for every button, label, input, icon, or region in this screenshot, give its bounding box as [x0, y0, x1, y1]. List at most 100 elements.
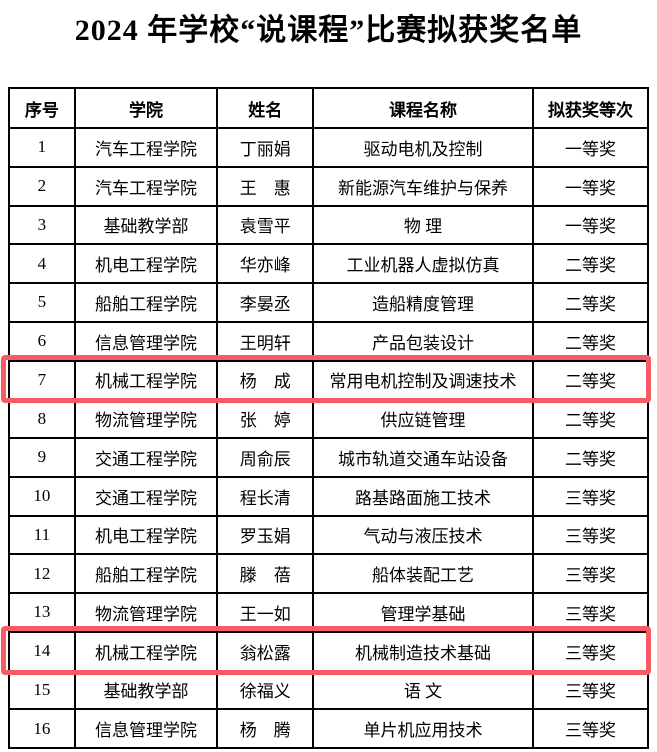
cell-index: 16 [8, 708, 76, 749]
cell-course: 产品包装设计 [312, 320, 534, 362]
cell-course: 工业机器人虚拟仿真 [312, 243, 534, 284]
cell-college: 基础教学部 [73, 669, 219, 711]
cell-name: 翁松露 [216, 630, 315, 672]
table-row: 2 汽车工程学院王 惠新能源汽车维护与保养 一等奖 [8, 165, 650, 207]
table-row: 14 机械工程学院 翁松露 机械制造技术基础 三等奖 [8, 630, 650, 672]
cell-index: 8 [8, 398, 76, 439]
cell-course: 气动与液压技术 [312, 514, 534, 556]
cell-index: 11 [8, 514, 76, 556]
cell-name: 袁雪平 [216, 204, 315, 246]
page-title: 2024 年学校“说课程”比赛拟获奖名单 [74, 14, 583, 47]
cell-name: 华亦峰 [216, 243, 315, 284]
cell-course: 新能源汽车维护与保养 [312, 165, 534, 207]
cell-award: 三等奖 [531, 630, 650, 672]
cell-college: 船舶工程学院 [73, 553, 219, 594]
cell-index: 3 [8, 204, 76, 246]
cell-index: 13 [8, 592, 76, 633]
cell-award: 三等奖 [531, 708, 650, 749]
column-header-award: 拟获奖等次 [531, 87, 650, 129]
cell-name: 罗玉娟 [216, 514, 315, 556]
cell-course: 船体装配工艺 [312, 553, 534, 594]
cell-course: 城市轨道交通车站设备 [312, 437, 534, 478]
table-row: 7 机械工程学院杨 成常用电机控制及调速技术 二等奖 [8, 359, 650, 401]
table-row: 4 机电工程学院 华亦峰 工业机器人虚拟仿真 二等奖 [8, 243, 650, 284]
cell-index: 4 [8, 243, 76, 284]
cell-college: 汽车工程学院 [73, 127, 219, 168]
cell-name: 周俞辰 [216, 437, 315, 478]
cell-index: 6 [8, 320, 76, 362]
cell-course: 造船精度管理 [312, 282, 534, 323]
cell-index: 1 [8, 127, 76, 168]
column-header-college: 学院 [73, 87, 219, 129]
table-row: 5 船舶工程学院 李晏丞 造船精度管理 二等奖 [8, 282, 650, 323]
cell-college: 信息管理学院 [73, 320, 219, 362]
table-row: 1 汽车工程学院 丁丽娟 驱动电机及控制 一等奖 [8, 127, 650, 168]
cell-index: 9 [8, 437, 76, 478]
cell-name: 李晏丞 [216, 282, 315, 323]
cell-name: 杨 成 [216, 359, 315, 401]
table-row: 11 机电工程学院 罗玉娟 气动与液压技术 三等奖 [8, 514, 650, 556]
cell-college: 基础教学部 [73, 204, 219, 246]
table-row: 3 基础教学部 袁雪平物 理一等奖 [8, 204, 650, 246]
table-row: 8 物流管理学院张 婷供应链管理 二等奖 [8, 398, 650, 439]
cell-award: 一等奖 [531, 127, 650, 168]
cell-college: 信息管理学院 [73, 708, 219, 749]
cell-award: 三等奖 [531, 514, 650, 556]
cell-award: 二等奖 [531, 282, 650, 323]
table-row: 6 信息管理学院 王明轩 产品包装设计 二等奖 [8, 320, 650, 362]
cell-college: 机械工程学院 [73, 359, 219, 401]
table-header-row: 序号 学院 姓名 课程名称 拟获奖等次 [8, 87, 650, 129]
cell-college: 机械工程学院 [73, 630, 219, 672]
cell-course: 语 文 [312, 669, 534, 711]
cell-award: 一等奖 [531, 204, 650, 246]
column-header-index: 序号 [8, 87, 76, 129]
cell-name: 王一如 [216, 592, 315, 633]
cell-index: 12 [8, 553, 76, 594]
cell-course: 单片机应用技术 [312, 708, 534, 749]
cell-college: 船舶工程学院 [73, 282, 219, 323]
cell-course: 管理学基础 [312, 592, 534, 633]
cell-name: 杨 腾 [216, 708, 315, 749]
cell-index: 14 [8, 630, 76, 672]
table-row: 16 信息管理学院杨 腾单片机应用技术 三等奖 [8, 708, 650, 749]
cell-award: 二等奖 [531, 398, 650, 439]
cell-name: 张 婷 [216, 398, 315, 439]
cell-name: 程长清 [216, 475, 315, 517]
cell-name: 王明轩 [216, 320, 315, 362]
column-header-name: 姓名 [216, 87, 315, 129]
cell-course: 路基路面施工技术 [312, 475, 534, 517]
table-row: 15 基础教学部 徐福义语 文三等奖 [8, 669, 650, 711]
cell-college: 物流管理学院 [73, 398, 219, 439]
cell-course: 驱动电机及控制 [312, 127, 534, 168]
cell-college: 交通工程学院 [73, 437, 219, 478]
table-row: 12 船舶工程学院滕 蓓船体装配工艺 三等奖 [8, 553, 650, 594]
cell-award: 二等奖 [531, 243, 650, 284]
cell-college: 机电工程学院 [73, 243, 219, 284]
cell-award: 一等奖 [531, 165, 650, 207]
table-body: 1 汽车工程学院 丁丽娟 驱动电机及控制 一等奖 2 汽车工程学院王 惠新能源汽车维护与保养… [8, 127, 650, 749]
cell-award: 三等奖 [531, 669, 650, 711]
cell-award: 二等奖 [531, 320, 650, 362]
cell-index: 10 [8, 475, 76, 517]
cell-college: 交通工程学院 [73, 475, 219, 517]
cell-name: 徐福义 [216, 669, 315, 711]
award-table: 序号 学院 姓名 课程名称 拟获奖等次 1 汽车工程学院 丁丽娟 驱动电机及控制 一等奖 2 汽车工… [8, 87, 650, 749]
cell-index: 5 [8, 282, 76, 323]
cell-award: 三等奖 [531, 553, 650, 594]
cell-college: 汽车工程学院 [73, 165, 219, 207]
cell-name: 王 惠 [216, 165, 315, 207]
cell-award: 三等奖 [531, 475, 650, 517]
cell-name: 丁丽娟 [216, 127, 315, 168]
table-row: 10 交通工程学院 程长清 路基路面施工技术 三等奖 [8, 475, 650, 517]
cell-award: 三等奖 [531, 592, 650, 633]
cell-course: 物 理 [312, 204, 534, 246]
cell-college: 物流管理学院 [73, 592, 219, 633]
table-row: 9 交通工程学院 周俞辰 城市轨道交通车站设备 二等奖 [8, 437, 650, 478]
cell-award: 二等奖 [531, 437, 650, 478]
cell-award: 二等奖 [531, 359, 650, 401]
cell-index: 2 [8, 165, 76, 207]
cell-index: 15 [8, 669, 76, 711]
column-header-course: 课程名称 [312, 87, 534, 129]
cell-course: 供应链管理 [312, 398, 534, 439]
cell-college: 机电工程学院 [73, 514, 219, 556]
